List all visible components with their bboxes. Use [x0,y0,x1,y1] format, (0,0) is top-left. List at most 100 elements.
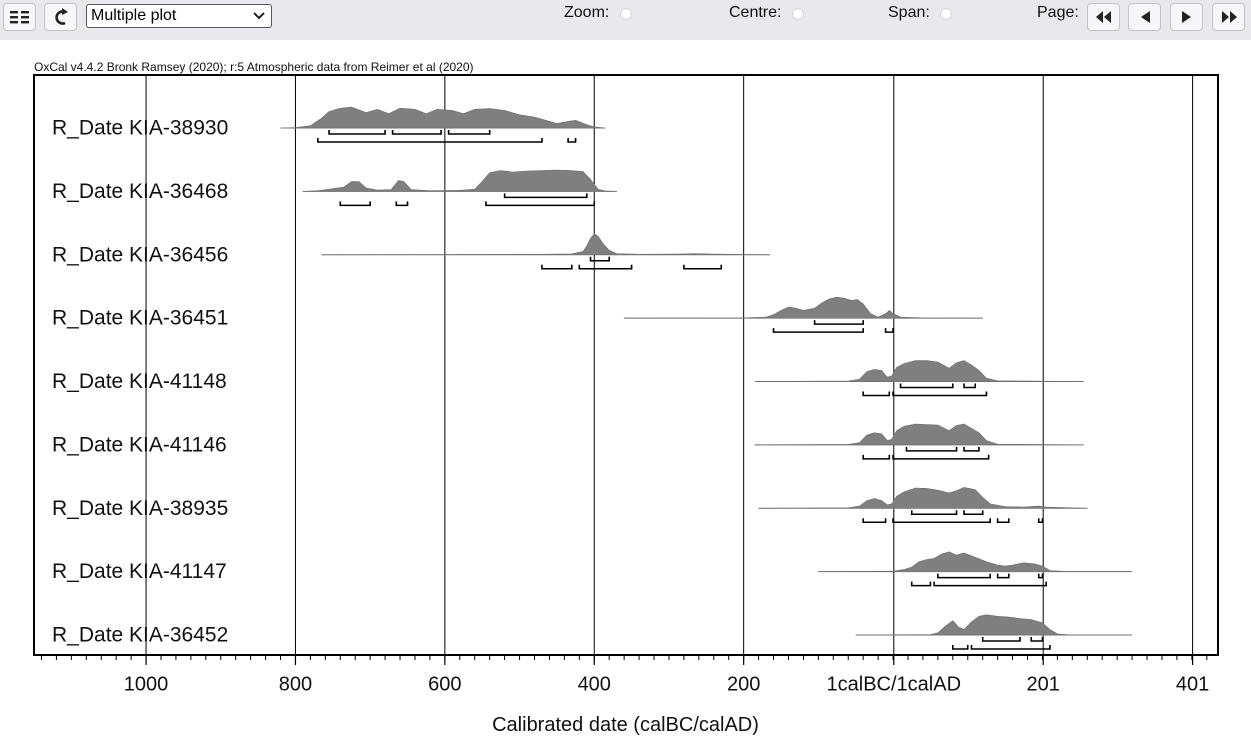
hpd-68-bracket [910,510,958,516]
span-label: Span: [888,4,930,21]
series-row [623,296,983,333]
hpd-95-bracket [862,454,891,460]
x-axis: 1000 800 600 400 200 1calBC/1calAD 201 401 [40,655,1209,696]
series-label: R_Date KIA-41147 [52,560,227,583]
series-row [855,614,1133,650]
probability-distribution [818,551,1133,572]
hpd-95-bracket [541,264,573,270]
hpd-68-bracket [963,510,984,516]
series-row [754,360,1084,397]
last-page-icon [1221,11,1237,23]
hpd-68-bracket [813,320,864,325]
series-label: R_Date KIA-36452 [52,624,228,647]
hpd-95-bracket [892,391,988,397]
hpd-95-bracket [862,518,887,524]
previous-page-icon [1140,11,1150,23]
hpd-95-bracket [892,454,990,460]
hpd-95-bracket [339,201,371,207]
last-page-button[interactable] [1212,3,1245,31]
series-label: R_Date KIA-41146 [52,433,227,456]
hpd-95-bracket [567,138,577,143]
hpd-68-bracket [1030,637,1044,642]
hpd-95-bracket [933,581,1047,587]
series-label: R_Date KIA-38935 [52,497,228,520]
hpd-95-bracket [1037,518,1044,524]
grid-menu-icon [9,11,29,24]
hpd-68-bracket [996,573,1010,579]
series-row [302,169,617,207]
series-label: R_Date KIA-36456 [52,243,228,266]
probability-distribution [855,614,1133,636]
x-tick-label: 200 [727,674,760,696]
hpd-68-bracket [589,256,610,262]
probability-distribution [623,296,983,319]
zoom-label: Zoom: [564,4,610,21]
toolbar: Multiple plot Zoom: Centre: Span: Page: [0,0,1251,40]
x-tick-label: 400 [578,674,611,696]
series-row [758,487,1088,524]
centre-radio[interactable] [792,8,804,20]
hpd-95-bracket [862,391,891,397]
chevron-down-icon [253,12,265,20]
hpd-68-bracket [447,130,491,135]
grid-menu-button[interactable] [3,3,36,31]
probability-distribution [302,169,617,192]
plot-frame [33,74,1219,656]
refresh-button[interactable] [44,3,77,31]
refresh-icon [54,8,68,25]
hpd-95-bracket [884,328,894,333]
hpd-68-bracket [328,130,386,135]
previous-page-button[interactable] [1128,3,1161,31]
hpd-95-bracket [910,581,932,587]
x-tick-label: 1000 [124,674,169,696]
first-page-button[interactable] [1087,3,1120,31]
series-label: R_Date KIA-41148 [52,370,227,393]
hpd-95-bracket [485,201,596,207]
distributions [280,106,1133,650]
series-row [280,106,606,143]
probability-distribution [758,487,1088,509]
hpd-95-bracket [683,264,723,270]
zoom-radio[interactable] [620,8,632,20]
plot-type-select[interactable]: Multiple plot [86,4,272,28]
series-row [321,233,771,270]
next-page-icon [1181,11,1191,23]
series-row [754,423,1084,460]
next-page-button[interactable] [1170,3,1203,31]
hpd-68-bracket [937,573,991,579]
hpd-68-bracket [963,446,980,452]
hpd-95-bracket [772,328,864,333]
series-label: R_Date KIA-36468 [52,180,228,203]
x-tick-label: 1calBC/1calAD [827,674,962,696]
series-labels: R_Date KIA-38930 R_Date KIA-36468 R_Date K… [52,117,228,647]
span-radio[interactable] [940,8,952,20]
series-row [818,551,1133,587]
hpd-68-bracket [1037,573,1044,579]
hpd-68-bracket [899,383,954,389]
hpd-95-bracket [578,264,633,270]
chart-caption: OxCal v4.4.2 Bronk Ramsey (2020); r:5 At… [34,60,474,74]
hpd-95-bracket [970,645,1051,650]
probability-distribution [321,233,771,256]
hpd-95-bracket [395,201,409,207]
probability-distribution [280,106,606,129]
hpd-95-bracket [996,518,1010,524]
centre-label: Centre: [729,4,782,21]
hpd-68-bracket [963,383,977,389]
hpd-68-bracket [391,130,442,135]
plot-type-select-value: Multiple plot [91,7,177,24]
hpd-95-bracket [317,138,543,143]
probability-distribution [754,360,1084,382]
hpd-95-bracket [892,518,991,524]
x-tick-label: 800 [279,674,312,696]
hpd-95-bracket [952,645,969,650]
x-tick-label: 401 [1176,674,1209,696]
hpd-68-bracket [503,193,588,199]
series-label: R_Date KIA-36451 [52,307,228,330]
hpd-68-bracket [981,637,1021,642]
hpd-68-bracket [905,446,958,452]
series-label: R_Date KIA-38930 [52,117,228,140]
first-page-icon [1095,11,1111,23]
x-axis-label: Calibrated date (calBC/calAD) [492,714,759,736]
